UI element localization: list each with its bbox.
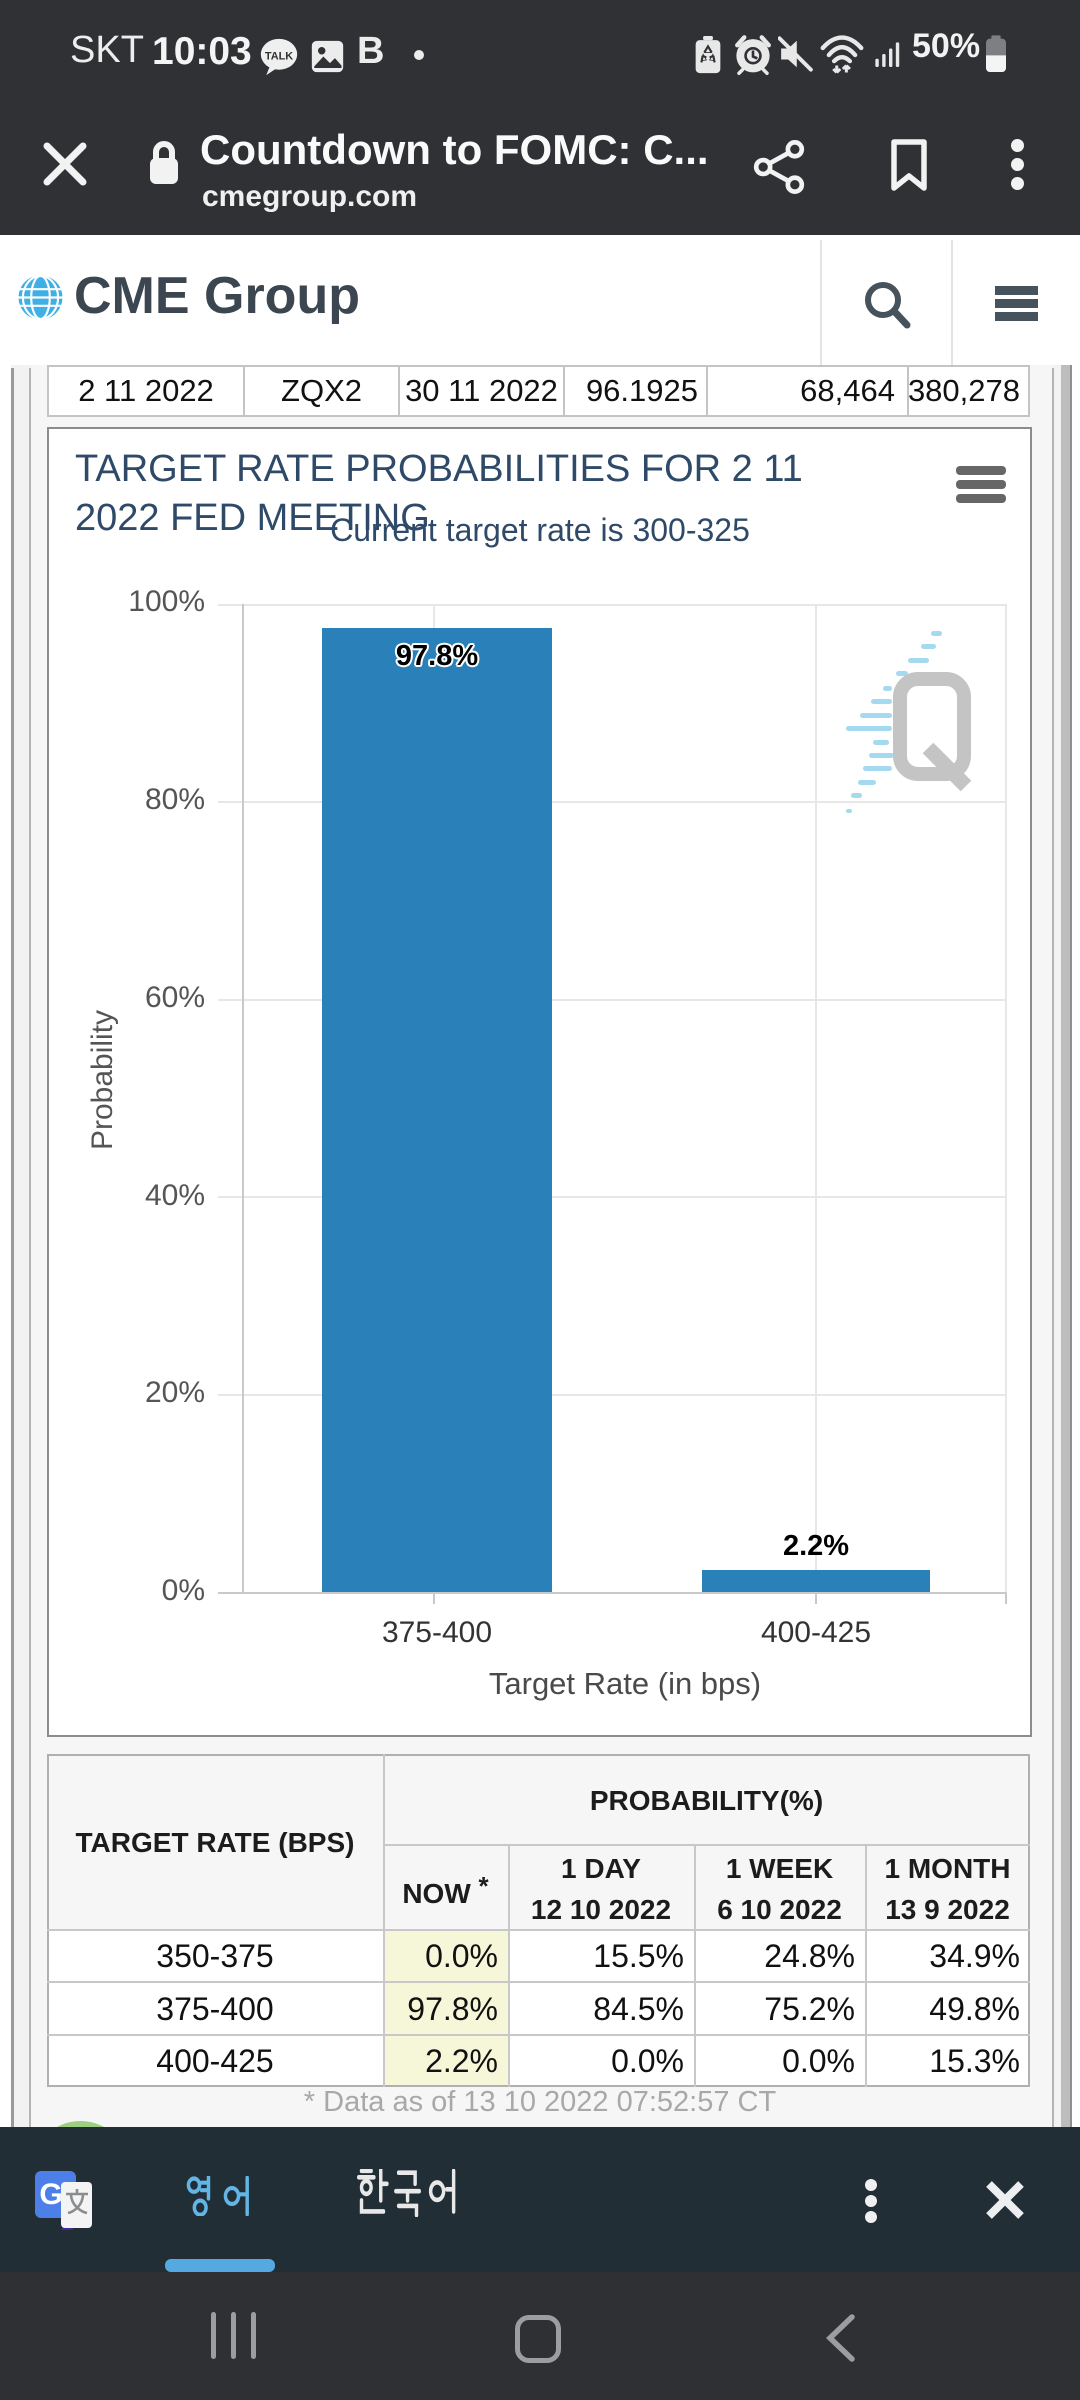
svg-text:TALK: TALK [265,51,293,63]
svg-text:G: G [39,2178,62,2211]
